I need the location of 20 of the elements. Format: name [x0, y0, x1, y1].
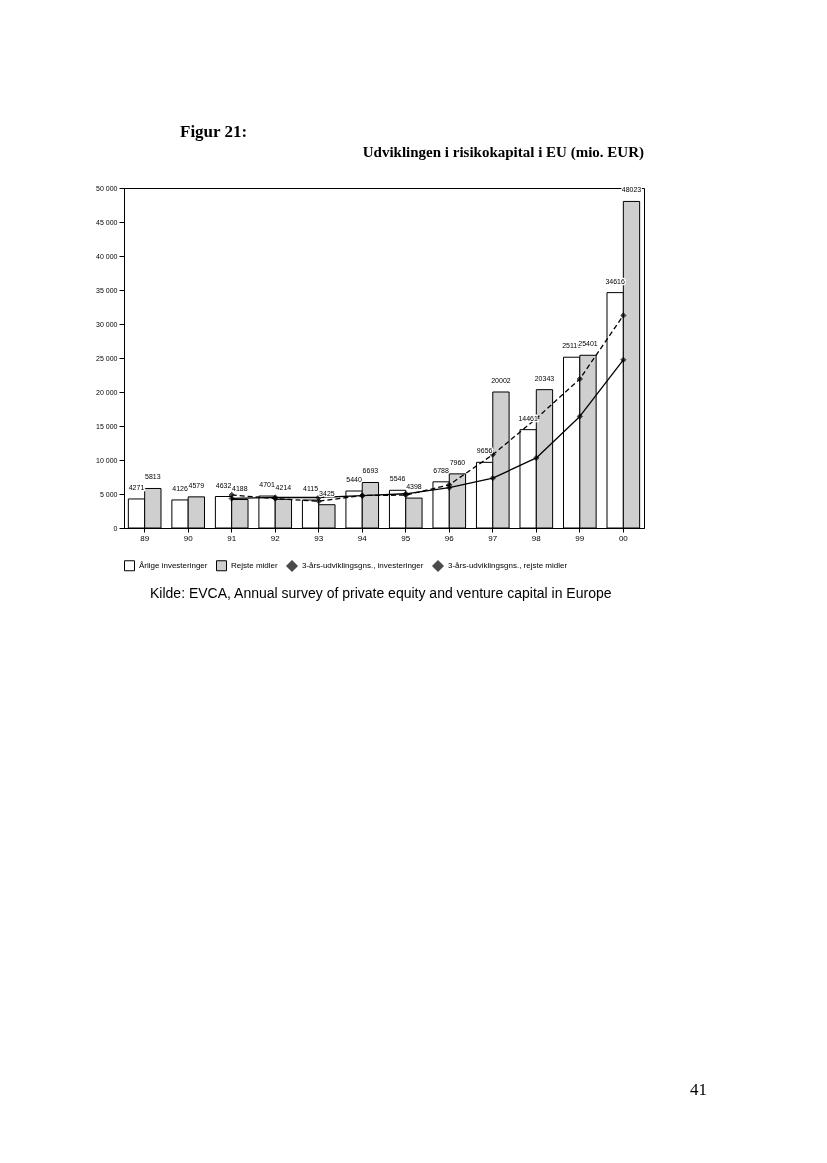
x-tick-label: 94 [357, 533, 368, 543]
x-tick-label: 96 [444, 533, 455, 543]
x-tick-label: 90 [183, 533, 194, 543]
text: 41 [690, 1080, 707, 1100]
text: Figur 21: [180, 122, 248, 142]
x-tick-label: 00 [618, 533, 629, 543]
x-tick-label: 93 [314, 533, 324, 543]
text: Kilde: EVCA, Annual survey of private equity and venture capital in Europe [150, 585, 612, 601]
x-tick-label: 97 [488, 533, 498, 543]
legend-label: 3-års-udviklingsgns., investeringer [302, 561, 424, 570]
x-tick-label: 95 [401, 533, 411, 543]
legend-label: Rejste midler [231, 560, 279, 570]
x-tick-label: 91 [227, 533, 237, 543]
x-tick-label: 99 [575, 533, 585, 543]
legend-label: Årlige investeringer [139, 560, 208, 570]
x-tick-label: 89 [140, 533, 150, 543]
legend-label: 3-års-udviklingsgns., rejste midler [448, 561, 568, 570]
x-tick-label: 92 [270, 533, 281, 543]
x-tick-label: 98 [531, 533, 542, 543]
chart-title: Udviklingen i risikokapital i EU (mio. EUR) [362, 144, 644, 161]
